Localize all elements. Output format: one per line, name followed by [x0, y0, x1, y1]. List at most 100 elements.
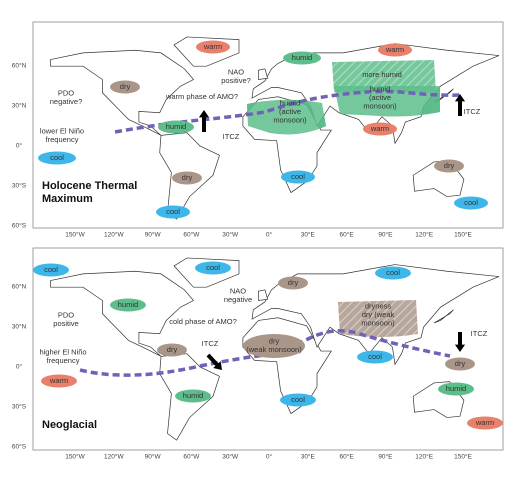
- climate-label: humid: [118, 300, 138, 309]
- lat-label: 60°S: [12, 222, 27, 230]
- climate-label: dry: [120, 82, 131, 91]
- lon-label: 90°E: [378, 231, 393, 239]
- climate-label: cool: [386, 268, 400, 277]
- panel-title: Maximum: [42, 193, 93, 205]
- climate-label: frequency: [46, 135, 79, 144]
- climate-label-oval: [378, 43, 412, 57]
- lon-label: 120°W: [104, 453, 124, 461]
- climate-label: PDO: [58, 89, 74, 98]
- climate-label-oval: [434, 159, 464, 173]
- arrow-head: [213, 361, 222, 370]
- climate-label: NAO: [228, 68, 244, 77]
- climate-label: (active: [369, 93, 391, 102]
- climate-region: [247, 99, 326, 135]
- climate-label: dry: [167, 345, 178, 354]
- climate-label-oval: [375, 266, 411, 280]
- climate-label: more humid: [362, 70, 402, 79]
- arrow-head: [454, 94, 466, 102]
- maps: 60°N 30°N 0° 30°S 60°S 150°W 120°W 90°W 60°W 30°W…: [12, 36, 503, 461]
- climate-label-oval: [172, 171, 202, 185]
- climate-label: dry: [444, 161, 455, 170]
- climate-label: cool: [464, 198, 478, 207]
- climate-label: humid: [166, 122, 186, 131]
- climate-label: negative: [224, 295, 252, 304]
- lat-label: 30°N: [12, 323, 27, 331]
- climate-label: ITCZ: [464, 107, 481, 116]
- climate-label: cool: [206, 263, 220, 272]
- climate-label: warm phase of AMO?: [165, 92, 238, 101]
- climate-label: warm: [475, 418, 494, 427]
- lon-label: 60°W: [183, 231, 200, 239]
- climate-label-oval: [438, 382, 474, 396]
- lon-label: 60°W: [183, 453, 200, 461]
- panel-title: Neoglacial: [42, 419, 97, 431]
- climate-label: cool: [50, 153, 64, 162]
- climate-label: cool: [44, 265, 58, 274]
- climate-label: warm: [49, 376, 68, 385]
- map-panel: 60°N 30°N 0° 30°S 60°S 150°W 120°W 90°W 60°W 30°W…: [12, 36, 500, 239]
- lat-label: 60°N: [12, 62, 27, 70]
- lon-label: 120°E: [415, 453, 433, 461]
- climate-label: warm: [385, 45, 404, 54]
- itcz-arrow: [206, 353, 221, 368]
- climate-label-oval: [363, 122, 397, 136]
- lon-label: 120°W: [104, 231, 124, 239]
- climate-label-oval: [278, 276, 308, 290]
- climate-label-oval: [283, 51, 321, 65]
- climate-label-oval: [41, 374, 77, 388]
- climate-label: frequency: [47, 356, 80, 365]
- climate-label-oval: [357, 350, 393, 364]
- climate-label: lower El Niño: [40, 127, 84, 136]
- map-panel: 60°N 30°N 0° 30°S 60°S 150°W 120°W 90°W 60°W 30°W…: [12, 257, 503, 461]
- lon-label: 30°E: [301, 453, 316, 461]
- lat-label: 60°S: [12, 443, 27, 451]
- lon-label: 150°E: [454, 231, 472, 239]
- climate-label: NAO: [230, 287, 246, 296]
- lon-label: 60°E: [340, 453, 355, 461]
- lon-label: 90°E: [378, 453, 393, 461]
- lat-label: 30°S: [12, 182, 27, 190]
- panel-title: Holocene Thermal: [42, 180, 137, 192]
- lon-label: 30°W: [222, 453, 239, 461]
- lon-label: 150°W: [65, 231, 85, 239]
- lon-label: 60°E: [340, 231, 355, 239]
- arrow-head: [454, 344, 466, 352]
- climate-label: cool: [291, 395, 305, 404]
- climate-label-oval: [243, 334, 305, 358]
- climate-label: dryness: [365, 301, 392, 310]
- climate-label: monsoon): [361, 318, 395, 327]
- lat-label: 60°N: [12, 283, 27, 291]
- climate-label: cool: [166, 207, 180, 216]
- lat-label: 0°: [16, 363, 23, 371]
- lat-label: 30°N: [12, 102, 27, 110]
- climate-label: monsoon): [273, 115, 307, 124]
- climate-label-oval: [281, 170, 315, 184]
- climate-label: humid: [370, 84, 390, 93]
- climate-label-oval: [156, 205, 190, 219]
- climate-label-oval: [110, 298, 146, 312]
- climate-region: [332, 60, 436, 92]
- climate-label: cool: [368, 352, 382, 361]
- climate-label: dry (weak: [362, 310, 395, 319]
- climate-label-oval: [196, 40, 230, 54]
- climate-label: humid: [183, 391, 203, 400]
- climate-label-oval: [445, 357, 475, 371]
- lon-label: 0°: [266, 453, 273, 461]
- climate-label: humid: [446, 384, 466, 393]
- climate-label-oval: [175, 389, 211, 403]
- climate-label: (active: [279, 107, 301, 116]
- climate-label-oval: [467, 416, 503, 430]
- lat-label: 0°: [16, 142, 23, 150]
- climate-label-oval: [110, 80, 140, 94]
- climate-label: monsoon): [363, 101, 397, 110]
- climate-label: ITCZ: [202, 339, 219, 348]
- climate-label: negative?: [50, 97, 83, 106]
- lon-label: 120°E: [415, 231, 433, 239]
- lon-label: 30°W: [222, 231, 239, 239]
- climate-label: ITCZ: [223, 132, 240, 141]
- climate-label: positive?: [221, 76, 251, 85]
- climate-label: cool: [291, 172, 305, 181]
- climate-label-oval: [33, 263, 69, 277]
- climate-label: humid: [292, 53, 312, 62]
